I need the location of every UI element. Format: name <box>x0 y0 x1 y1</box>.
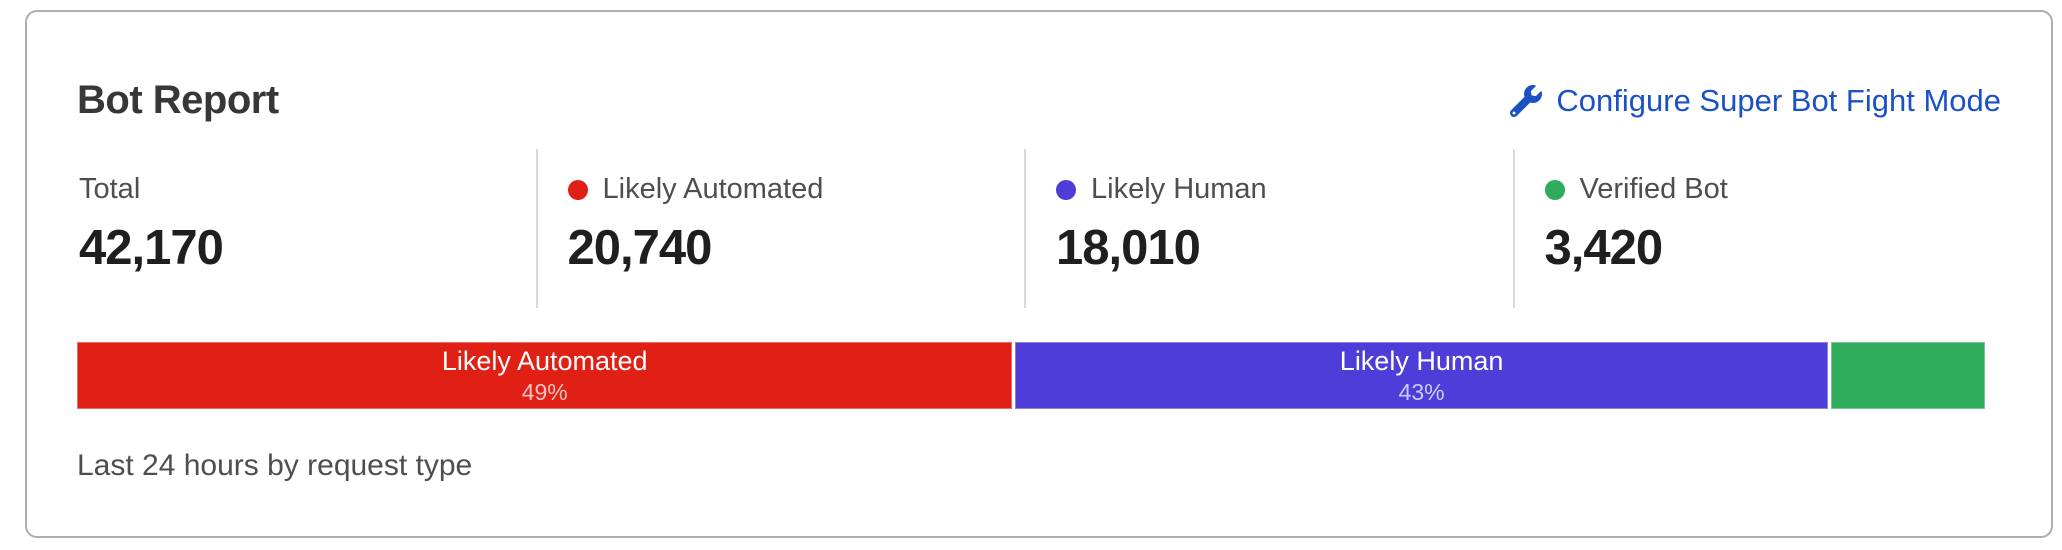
bar-segment-likely-automated: Likely Automated 49% <box>77 342 1013 409</box>
verified-bot-dot-icon <box>1544 179 1565 200</box>
stat-verified-bot: Verified Bot 3,420 <box>1512 149 2002 308</box>
stat-verified-bot-label-row: Verified Bot <box>1544 173 1986 206</box>
page-title: Bot Report <box>77 78 279 122</box>
bar-segment-percent: 49% <box>521 378 568 405</box>
stat-total-label-row: Total <box>79 173 520 206</box>
stat-total: Total 42,170 <box>77 149 536 308</box>
stat-total-value: 42,170 <box>79 221 224 275</box>
stat-label: Likely Human <box>1091 173 1267 205</box>
bar-segment-verified-bot <box>1827 342 1985 409</box>
stat-verified-bot-value: 3,420 <box>1544 221 1664 275</box>
wrench-icon <box>1510 84 1543 117</box>
stacked-bar: Likely Automated 49% Likely Human 43% <box>77 342 1985 409</box>
bar-segment-label: Likely Human <box>1339 345 1504 376</box>
likely-human-dot-icon <box>1056 179 1076 200</box>
bar-segment-percent: 43% <box>1398 378 1445 405</box>
configure-link-label: Configure Super Bot Fight Mode <box>1556 82 2001 118</box>
stat-label: Verified Bot <box>1579 173 1728 205</box>
caption: Last 24 hours by request type <box>77 449 473 482</box>
stats-row: Total 42,170 Likely Automated 20,740 Lik… <box>77 149 2001 308</box>
card-header: Bot Report Configure Super Bot Fight Mod… <box>77 12 2001 123</box>
bar-segment-label: Likely Automated <box>441 345 648 376</box>
bot-report-card: Bot Report Configure Super Bot Fight Mod… <box>25 10 2053 538</box>
stat-likely-human: Likely Human 18,010 <box>1024 149 1513 308</box>
likely-automated-dot-icon <box>567 179 588 200</box>
stat-label: Total <box>79 173 141 205</box>
bar-segment-likely-human: Likely Human 43% <box>1012 342 1828 409</box>
stat-label: Likely Automated <box>602 173 824 205</box>
stat-likely-automated-value: 20,740 <box>567 221 713 275</box>
stat-likely-human-label-row: Likely Human <box>1056 173 1497 206</box>
configure-super-bot-fight-mode-link[interactable]: Configure Super Bot Fight Mode <box>1510 83 2001 119</box>
stat-likely-automated-label-row: Likely Automated <box>567 173 1009 206</box>
stat-likely-human-value: 18,010 <box>1056 221 1201 275</box>
stat-likely-automated: Likely Automated 20,740 <box>535 149 1025 308</box>
